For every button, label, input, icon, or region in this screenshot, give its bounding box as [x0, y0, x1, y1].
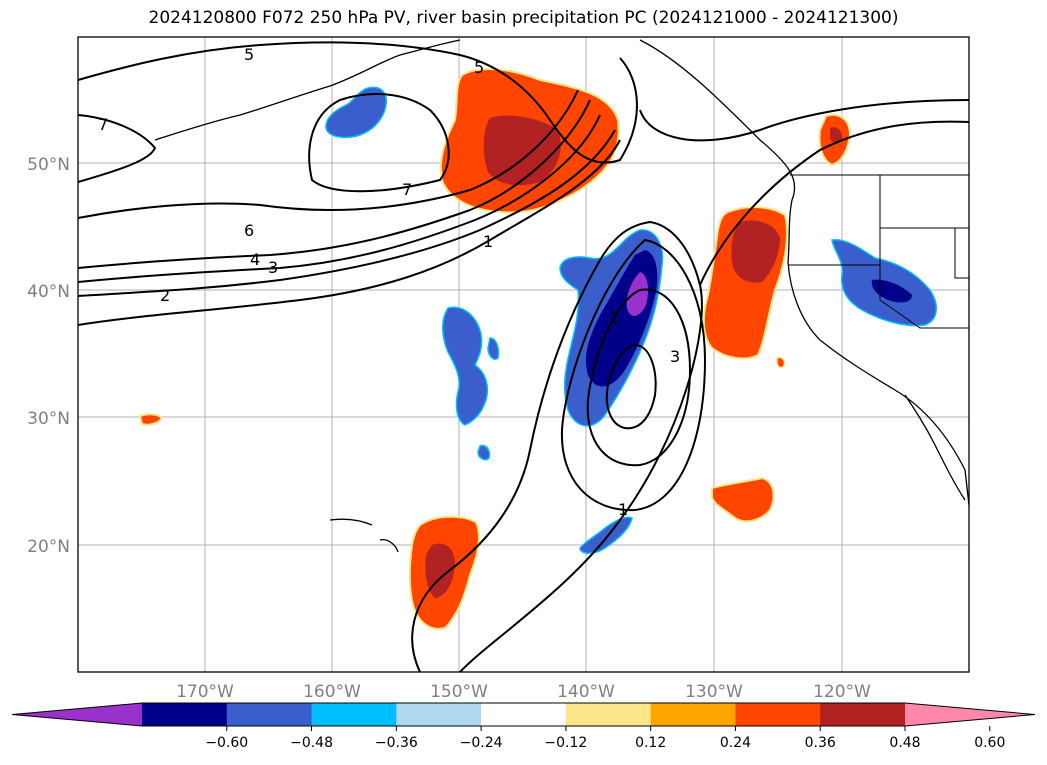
pv-label-1-inner: 1 — [609, 308, 619, 327]
map-title: 2024120800 F072 250 hPa PV, river basin … — [148, 8, 899, 28]
lat-label-20n: 20°N — [27, 537, 70, 557]
colorbar-segment — [565, 703, 652, 726]
coastline-hawaii — [329, 518, 399, 553]
pv-label-7-west: 7 — [98, 115, 108, 134]
lon-label-160w: 160°W — [303, 682, 361, 702]
pv-contour-3-loop — [586, 288, 692, 467]
lon-label-140w: 140°W — [557, 682, 615, 702]
colorbar-tick-label: −0.48 — [290, 735, 333, 751]
pv-contour-6 — [77, 89, 579, 219]
precip-negative-aleutian — [325, 86, 388, 139]
pv-label-1-south: 1 — [618, 500, 628, 519]
colorbar-segment — [481, 703, 567, 726]
colorbar-tick-label: 0.48 — [889, 735, 920, 751]
precip-positive-subtropical-east — [711, 476, 775, 523]
precip-positive-dateline — [138, 413, 164, 426]
pv-label-2: 2 — [160, 286, 170, 305]
pv-label-3-east: 3 — [670, 347, 680, 366]
pv-contour-4-loop — [605, 343, 657, 430]
pv-contour-7-loop — [308, 93, 450, 193]
colorbar-segment — [311, 703, 397, 726]
pv-label-1-north: 1 — [483, 232, 493, 251]
pv-label-6: 6 — [244, 221, 254, 240]
coastline-alaska — [154, 39, 461, 141]
pv-contour-3 — [77, 114, 601, 283]
lat-label-30n: 30°N — [27, 409, 70, 429]
border-utah — [954, 228, 969, 279]
border-nevada — [879, 265, 969, 329]
lat-label-50n: 50°N — [27, 155, 70, 175]
colorbar-tick-label: −0.12 — [544, 735, 587, 751]
colorbar-outline — [11, 702, 1036, 727]
pv-contour-2 — [77, 129, 616, 297]
colorbar-tick-label: −0.60 — [205, 735, 248, 751]
state-borders — [788, 174, 969, 329]
longitude-axis: 170°W 160°W 150°W 140°W 130°W 120°W — [176, 682, 871, 702]
colorbar-tick-label: −0.24 — [460, 735, 503, 751]
colorbar-segment — [396, 703, 482, 726]
pv-contour-4 — [77, 99, 591, 269]
colorbar-segments — [11, 702, 1036, 727]
colorbar-segment — [735, 703, 821, 726]
colorbar-tick-label: 0.36 — [805, 735, 836, 751]
lon-label-130w: 130°W — [685, 682, 743, 702]
precip-positive-bc-coast-core — [830, 127, 843, 144]
precip-negative-great-basin-core — [871, 279, 912, 303]
latitude-axis: 50°N 40°N 30°N 20°N — [27, 155, 70, 557]
colorbar: −0.60 −0.48 −0.36 −0.24 −0.12 0.12 0.24 0.36 0.4… — [11, 702, 1036, 751]
colorbar-extend-max — [905, 703, 1035, 726]
pv-contour-2-loop — [560, 238, 707, 512]
precip-negative-main-max — [626, 272, 648, 316]
pv-label-3-west: 3 — [268, 258, 278, 277]
precip-positive-small — [776, 356, 786, 369]
colorbar-segment — [820, 703, 906, 726]
colorbar-ticks: −0.60 −0.48 −0.36 −0.24 −0.12 0.12 0.24 0.36 0.4… — [205, 726, 1005, 751]
colorbar-tick-label: 0.24 — [720, 735, 751, 751]
pv-contours — [77, 41, 970, 673]
colorbar-segment — [226, 703, 313, 726]
pv-label-5-west: 5 — [244, 45, 254, 64]
coastline-bc-pnw — [639, 39, 970, 506]
coastlines — [154, 39, 970, 553]
colorbar-segment — [650, 703, 736, 726]
pv-label-5-east: 5 — [474, 58, 484, 77]
pv-contour-1-ridge — [699, 120, 970, 286]
pv-contour-7-north — [77, 114, 157, 183]
colorbar-tick-label: 0.12 — [635, 735, 666, 751]
precip-positive-west-coast-core — [731, 220, 780, 283]
border-california-oregon — [788, 227, 969, 266]
precip-positive-gulf-alaska-core — [483, 115, 561, 186]
colorbar-extend-min — [12, 703, 142, 726]
lon-label-150w: 150°W — [430, 682, 488, 702]
precip-negative-small-1 — [487, 337, 500, 360]
pv-label-7-east: 7 — [402, 180, 412, 199]
colorbar-segment — [142, 703, 228, 726]
lon-label-170w: 170°W — [176, 682, 234, 702]
pv-contour-5 — [77, 41, 638, 164]
precip-anomalies — [138, 67, 937, 630]
coastline-baja — [904, 394, 966, 501]
pv-contour-1-south — [411, 220, 703, 673]
precip-negative-small-2 — [477, 444, 491, 461]
lat-label-40n: 40°N — [27, 282, 70, 302]
colorbar-tick-label: −0.36 — [375, 735, 418, 751]
pv-contour-1-west — [77, 139, 621, 326]
precip-negative-central-pacific — [442, 306, 489, 426]
map-frame — [77, 36, 970, 673]
pv-contour-1-trough — [639, 99, 970, 142]
pv-contour-labels: 5 5 7 7 6 4 3 2 1 1 3 1 — [98, 45, 680, 519]
colorbar-tick-label: 0.60 — [974, 735, 1005, 751]
lon-label-120w: 120°W — [813, 682, 871, 702]
pv-label-4: 4 — [250, 250, 260, 269]
precip-negative-subtropical — [579, 516, 633, 554]
